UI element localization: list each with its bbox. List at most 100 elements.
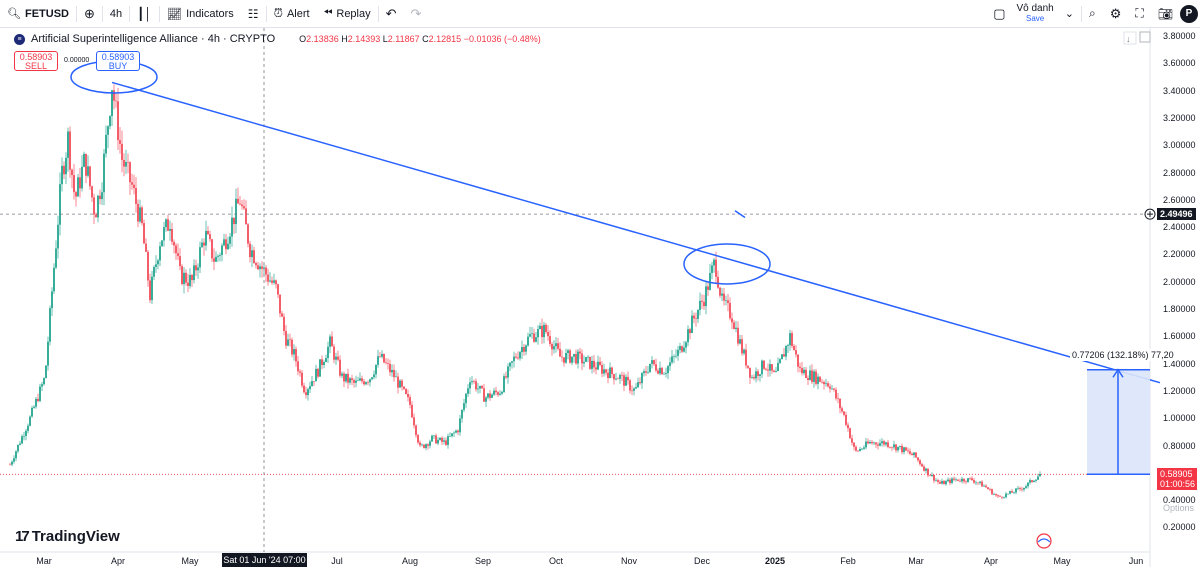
candle-body	[223, 239, 225, 246]
templates-button[interactable]: ☷	[241, 0, 266, 27]
candle-body	[243, 206, 245, 209]
candle-body	[649, 363, 651, 373]
candle-body	[627, 376, 629, 381]
candle-body	[647, 372, 649, 373]
candle-body	[785, 346, 787, 357]
interval-button[interactable]: 4h	[103, 0, 129, 27]
tradingview-mark-icon: 17	[15, 528, 30, 545]
candle-body	[687, 329, 689, 343]
candle-body	[913, 452, 915, 456]
ohlc-high-value: 2.14393	[347, 34, 383, 44]
candle-body	[117, 101, 119, 141]
candle-body	[739, 339, 741, 344]
layout-menu-button[interactable]: ⌄	[1058, 0, 1081, 27]
candle-body	[917, 457, 919, 461]
candle-body	[363, 381, 365, 385]
candle-body	[349, 378, 351, 383]
snapshot-button[interactable]: 📷︎	[1151, 0, 1180, 27]
alarm-icon: ⏰︎	[273, 6, 283, 20]
candle-body	[229, 236, 231, 244]
time-axis-label: Feb	[840, 556, 856, 566]
candle-body	[507, 366, 509, 378]
candle-body	[425, 444, 427, 448]
candle-body	[989, 489, 991, 490]
candle-body	[491, 394, 493, 398]
candle-body	[801, 368, 803, 374]
chart-type-button[interactable]: ┃│	[130, 0, 159, 27]
tradingview-logo[interactable]: 17 TradingView	[15, 528, 120, 545]
candle-body	[415, 425, 417, 436]
sell-button[interactable]: 0.58903 SELL	[14, 51, 58, 71]
price-axis-label: 0.80000	[1163, 440, 1196, 451]
buy-label: BUY	[108, 61, 128, 71]
fullscreen-button[interactable]: ⛶	[1128, 0, 1150, 27]
candle-body	[645, 371, 647, 373]
coin-logo-icon: ≡	[14, 33, 25, 45]
candle-body	[83, 153, 85, 167]
candle-body	[283, 316, 285, 332]
candle-body	[775, 371, 777, 372]
settings-button[interactable]: ⚙︎	[1103, 0, 1129, 27]
candle-body	[543, 324, 545, 338]
tradingview-wordmark: TradingView	[31, 528, 120, 545]
chevron-down-icon: ⌄	[1064, 8, 1074, 20]
divider	[1080, 5, 1082, 22]
candle-body	[887, 442, 889, 448]
candle-body	[261, 266, 263, 269]
candle-body	[219, 255, 221, 256]
candle-body	[719, 287, 721, 296]
divider	[75, 5, 77, 22]
candle-body	[41, 384, 43, 387]
price-axis-label: 1.20000	[1163, 385, 1196, 396]
price-axis-label: 1.00000	[1163, 413, 1196, 424]
candle-body	[685, 342, 687, 348]
candle-body	[105, 134, 107, 154]
price-axis-label: 3.40000	[1163, 85, 1196, 96]
indicators-button[interactable]: 📈︎ Indicators	[160, 0, 241, 27]
avatar[interactable]: P	[1180, 4, 1198, 23]
layout-button[interactable]: ▢	[986, 0, 1012, 27]
replay-button[interactable]: ⏪︎ Replay	[317, 0, 378, 27]
candle-body	[209, 234, 211, 240]
undo-button[interactable]: ↶	[379, 0, 404, 27]
redo-button[interactable]: ↷	[404, 0, 429, 27]
quick-search-button[interactable]: ⌕	[1082, 0, 1103, 27]
candle-body	[505, 376, 507, 378]
candle-body	[967, 478, 969, 483]
candle-body	[975, 482, 977, 484]
candle-body	[921, 464, 923, 467]
candle-body	[275, 280, 277, 285]
price-chart[interactable]: ↓	[0, 28, 1200, 567]
last-price-value: 0.58905	[1160, 469, 1193, 479]
crosshair-time-label: Sat 01 Jun '24 07:00	[222, 553, 307, 567]
candle-body	[101, 192, 103, 200]
layout-name[interactable]: Vô danh Save	[1012, 2, 1057, 24]
candle-body	[895, 444, 897, 451]
save-label: Save	[1026, 13, 1045, 23]
candle-body	[625, 376, 627, 386]
candle-body	[981, 481, 983, 487]
candle-body	[343, 373, 345, 382]
candle-body	[511, 361, 513, 363]
buy-button[interactable]: 0.58903 BUY	[96, 51, 140, 71]
compare-button[interactable]: ⊕	[77, 0, 102, 27]
candle-body	[883, 441, 885, 445]
candle-body	[251, 250, 253, 258]
candle-body	[211, 239, 213, 259]
candle-body	[153, 267, 155, 277]
candle-body	[75, 192, 77, 197]
candle-body	[601, 364, 603, 374]
alert-button[interactable]: ⏰︎ Alert	[267, 0, 317, 27]
candle-body	[277, 284, 279, 295]
chart-legend: ≡ Artificial Superintelligence Alliance …	[14, 33, 541, 45]
candle-body	[63, 165, 65, 175]
candle-body	[957, 479, 959, 481]
candle-body	[269, 280, 271, 282]
candle-body	[955, 479, 957, 481]
candle-body	[461, 409, 463, 419]
layout-title: Vô danh	[1016, 2, 1054, 14]
options-label[interactable]: Options	[1163, 503, 1195, 513]
candle-body	[495, 390, 497, 393]
symbol-search[interactable]: 🔍︎ FETUSD	[0, 0, 76, 27]
candle-body	[157, 260, 159, 265]
